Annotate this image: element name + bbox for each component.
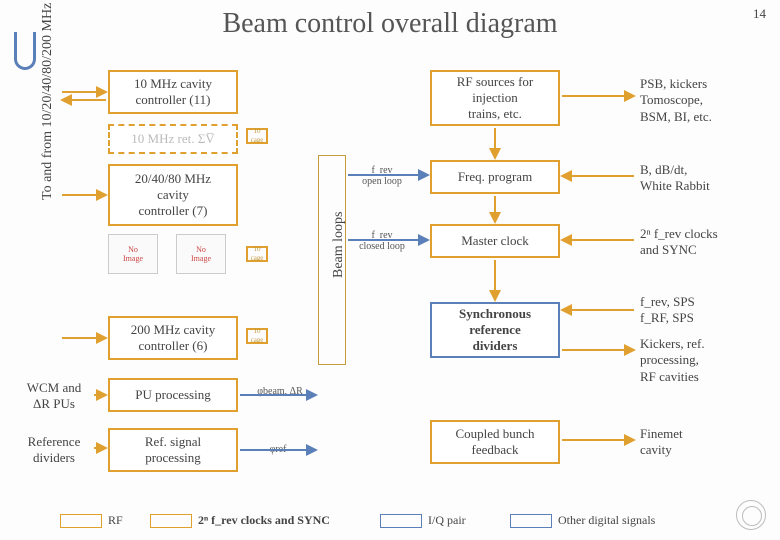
left-axis-label: To and from 10/20/40/80/200 MHz RF cavit… bbox=[40, 0, 56, 200]
block-rf-sources: RF sources forinjectiontrains, etc. bbox=[430, 70, 560, 126]
cage-tag: 10 cage bbox=[246, 246, 268, 262]
left-label-refdiv: Referencedividers bbox=[14, 434, 94, 467]
block-coupled-bunch: Coupled bunchfeedback bbox=[430, 420, 560, 464]
block-sync-ref-div: Synchronousreferencedividers bbox=[430, 302, 560, 358]
legend-rf: RF bbox=[60, 513, 123, 528]
page-number: 14 bbox=[753, 6, 766, 22]
no-image-icon: NoImage bbox=[108, 234, 158, 274]
page-title: Beam control overall diagram bbox=[0, 0, 780, 40]
frev-closed-label: f_revclosed loop bbox=[352, 230, 412, 252]
legend-iq: I/Q pair bbox=[380, 513, 466, 528]
phi-ref-label: φref bbox=[258, 444, 298, 455]
block-10mhz-controller: 10 MHz cavitycontroller (11) bbox=[108, 70, 238, 114]
right-text-psb: PSB, kickersTomoscope,BSM, BI, etc. bbox=[640, 76, 770, 125]
right-text-clocks: 2ⁿ f_rev clocksand SYNC bbox=[640, 226, 770, 259]
block-10mhz-ret: 10 MHz ret. ΣV̅ bbox=[108, 124, 238, 154]
org-logo-icon bbox=[14, 32, 36, 70]
block-freq-program: Freq. program bbox=[430, 160, 560, 194]
legend-clocks-swatch bbox=[150, 514, 192, 528]
cern-logo-icon bbox=[736, 500, 766, 530]
right-text-b: B, dB/dt,White Rabbit bbox=[640, 162, 770, 195]
right-text-finemet: Finemetcavity bbox=[640, 426, 770, 459]
block-master-clock: Master clock bbox=[430, 224, 560, 258]
phi-beam-label: φbeam, ΔR bbox=[250, 386, 310, 397]
legend-other: Other digital signals bbox=[510, 513, 655, 528]
frev-open-label: f_revopen loop bbox=[352, 165, 412, 187]
right-text-kickers: Kickers, ref.processing,RF cavities bbox=[640, 336, 770, 385]
legend-rf-swatch bbox=[60, 514, 102, 528]
beam-loops-label: Beam loops bbox=[331, 212, 347, 279]
legend-rf-label: RF bbox=[108, 513, 123, 528]
block-pu-processing: PU processing bbox=[108, 378, 238, 412]
legend-clocks: 2ⁿ f_rev clocks and SYNC bbox=[150, 513, 330, 528]
legend-iq-swatch bbox=[380, 514, 422, 528]
block-204080-controller: 20/40/80 MHzcavitycontroller (7) bbox=[108, 164, 238, 226]
legend-iq-label: I/Q pair bbox=[428, 513, 466, 528]
cage-tag: 10 cage bbox=[246, 128, 268, 144]
right-text-frevsps: f_rev, SPSf_RF, SPS bbox=[640, 294, 770, 327]
left-label-wcm: WCM andΔR PUs bbox=[14, 380, 94, 413]
legend-clocks-label: 2ⁿ f_rev clocks and SYNC bbox=[198, 513, 330, 528]
block-ref-signal: Ref. signalprocessing bbox=[108, 428, 238, 472]
cage-tag: 10 cage bbox=[246, 328, 268, 344]
legend-other-swatch bbox=[510, 514, 552, 528]
no-image-icon: NoImage bbox=[176, 234, 226, 274]
legend-other-label: Other digital signals bbox=[558, 513, 655, 528]
block-200mhz-controller: 200 MHz cavitycontroller (6) bbox=[108, 316, 238, 360]
